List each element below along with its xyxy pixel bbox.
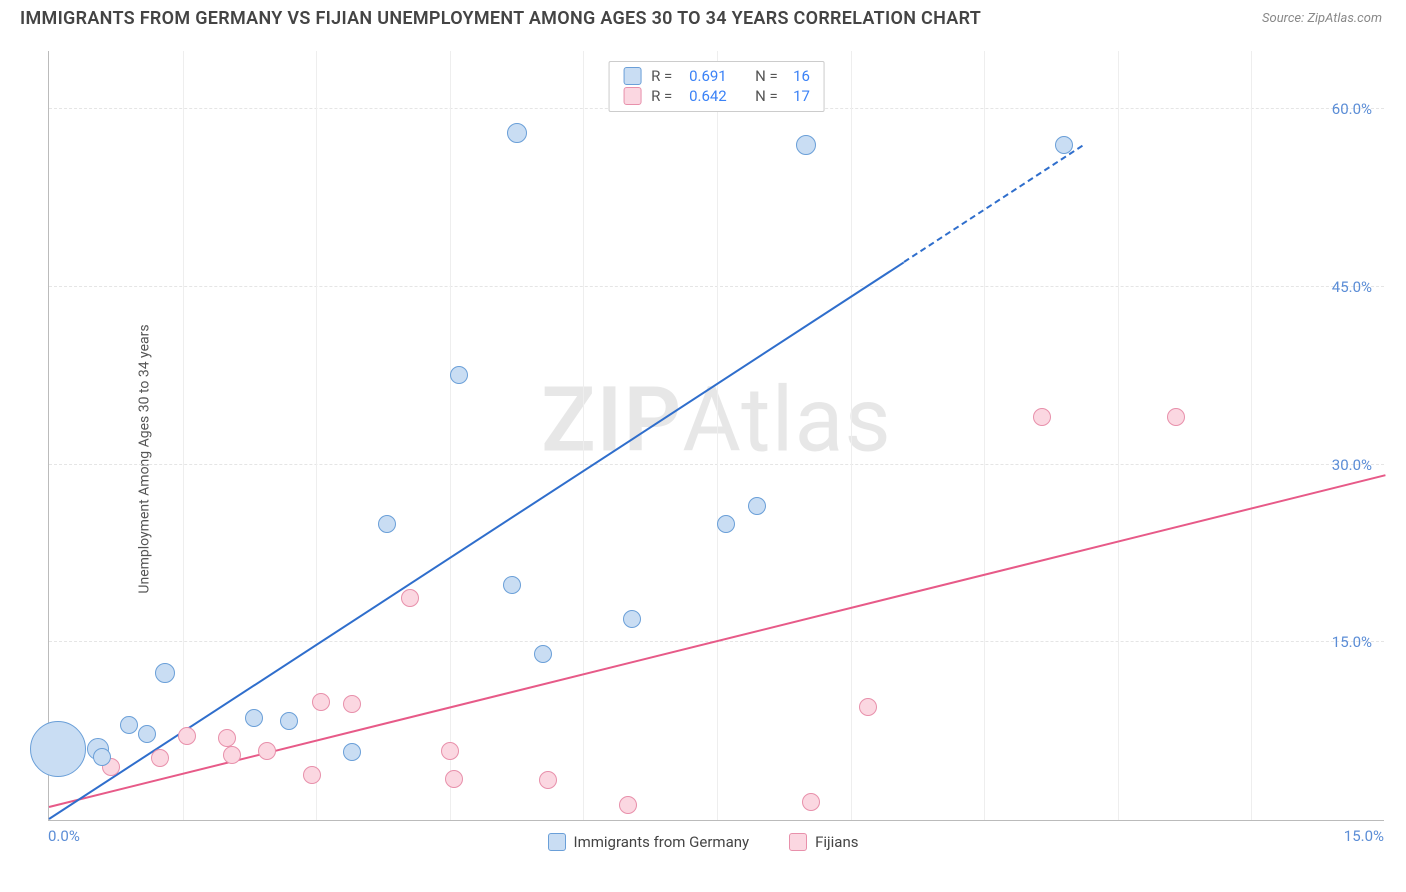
vgridline [1251,51,1252,820]
vgridline [583,51,584,820]
chart-title: IMMIGRANTS FROM GERMANY VS FIJIAN UNEMPL… [20,8,981,29]
scatter-point-blue [245,709,263,727]
scatter-point-blue [717,515,735,533]
vgridline [984,51,985,820]
legend-item-blue: Immigrants from Germany [548,833,750,851]
vgridline [183,51,184,820]
scatter-point-pink [223,746,241,764]
source-attribution: Source: ZipAtlas.com [1262,11,1382,26]
vgridline [717,51,718,820]
chart-container: Unemployment Among Ages 30 to 34 years Z… [0,33,1406,885]
scatter-point-pink [312,693,330,711]
trendline-blue-extrapolated [903,145,1082,263]
scatter-point-pink [619,796,637,814]
scatter-point-pink [151,749,169,767]
y-tick-label: 30.0% [1332,456,1372,474]
scatter-point-blue [138,725,156,743]
scatter-point-blue [280,712,298,730]
correlation-legend: R = 0.691 N = 16 R = 0.642 N = 17 [608,61,825,112]
scatter-point-blue [1055,136,1073,154]
vgridline [1118,51,1119,820]
legend-row-blue: R = 0.691 N = 16 [623,66,810,86]
x-tick-label: 0.0% [48,827,80,845]
scatter-point-blue [155,663,175,683]
scatter-point-blue [748,497,766,515]
scatter-point-blue [507,123,527,143]
scatter-point-blue [93,748,111,766]
legend-label: Immigrants from Germany [574,833,750,851]
scatter-point-blue [378,515,396,533]
swatch-pink [789,833,807,851]
scatter-point-blue [30,721,86,777]
scatter-point-pink [258,742,276,760]
scatter-point-pink [441,742,459,760]
scatter-point-pink [303,766,321,784]
scatter-point-pink [859,698,877,716]
scatter-point-blue [343,743,361,761]
legend-label: Fijians [815,833,858,851]
legend-item-pink: Fijians [789,833,858,851]
scatter-point-pink [445,770,463,788]
swatch-blue [548,833,566,851]
scatter-point-blue [534,645,552,663]
scatter-point-blue [623,610,641,628]
vgridline [450,51,451,820]
plot-area: ZIPAtlas R = 0.691 N = 16 R = 0.642 N = … [48,51,1384,821]
y-tick-label: 15.0% [1332,633,1372,651]
y-tick-label: 60.0% [1332,100,1372,118]
scatter-point-pink [539,771,557,789]
swatch-pink [623,87,641,105]
trendline-blue [48,261,904,819]
series-legend: Immigrants from Germany Fijians [0,833,1406,851]
scatter-point-pink [178,727,196,745]
scatter-point-pink [802,793,820,811]
scatter-point-pink [343,695,361,713]
scatter-point-blue [796,135,816,155]
scatter-point-blue [450,366,468,384]
y-tick-label: 45.0% [1332,278,1372,296]
scatter-point-pink [218,729,236,747]
legend-row-pink: R = 0.642 N = 17 [623,86,810,106]
vgridline [851,51,852,820]
scatter-point-pink [1167,408,1185,426]
swatch-blue [623,67,641,85]
x-tick-label: 15.0% [1344,827,1384,845]
scatter-point-pink [401,589,419,607]
scatter-point-pink [1033,408,1051,426]
scatter-point-blue [120,716,138,734]
scatter-point-blue [503,576,521,594]
